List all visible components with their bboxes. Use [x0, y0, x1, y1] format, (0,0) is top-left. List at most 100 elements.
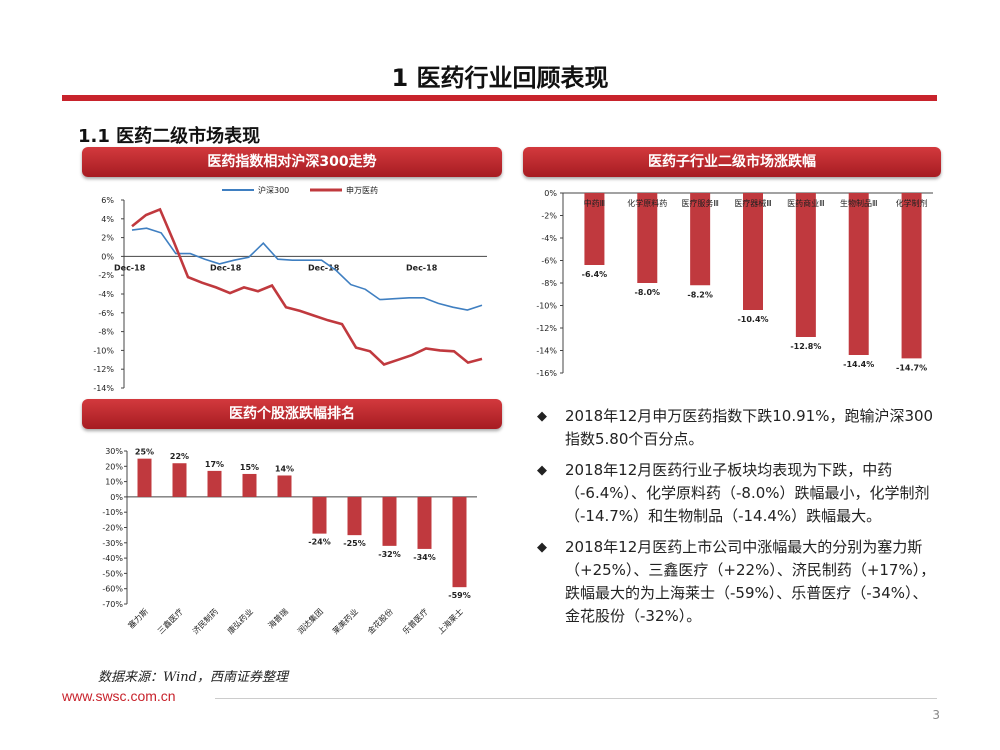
- footer-divider: [215, 698, 937, 699]
- bar-value-label: 14%: [275, 464, 294, 473]
- y-tick-label: 2%: [101, 234, 114, 243]
- bar: [417, 496, 432, 549]
- y-tick-label: -10%: [93, 346, 114, 355]
- index-line-chart-svg: 6% 4% 2% 0% -2% -4% -6% -8% -10% -12% -14% Dec-18 De…: [93, 185, 487, 393]
- bar-value-label: -34%: [413, 553, 435, 562]
- bar: [637, 193, 658, 283]
- y-tick-label: -8%: [541, 279, 557, 288]
- x-tick-label: 塞力斯: [126, 606, 150, 630]
- bullet-text: 2018年12月申万医药指数下跌10.91%，跑输沪深300指数5.80个百分点…: [565, 407, 934, 448]
- y-tick-label: 10%: [105, 478, 123, 487]
- x-tick-label: Dec-18: [308, 263, 340, 272]
- y-tick-label: -4%: [98, 290, 114, 299]
- bar: [207, 470, 222, 497]
- bar-value-label: -59%: [448, 591, 470, 600]
- bar-value-label: -32%: [378, 550, 400, 559]
- y-tick-label: -10%: [536, 302, 557, 311]
- x-tick-label: 生物制品Ⅲ: [840, 198, 878, 208]
- bar-value-label: 25%: [135, 448, 154, 457]
- bar-value-label: -8.0%: [635, 288, 661, 297]
- title-divider: [62, 95, 937, 101]
- bar-value-label: 17%: [205, 460, 224, 469]
- x-tick-label: 上海莱士: [435, 606, 465, 636]
- page-number: 3: [932, 708, 940, 722]
- bar: [743, 193, 763, 310]
- y-tick-label: -4%: [541, 234, 557, 243]
- y-tick-label: -8%: [98, 328, 114, 337]
- y-tick-label: 20%: [105, 462, 123, 471]
- bar-value-label: -14.4%: [843, 360, 874, 369]
- x-tick-label: 金花股份: [365, 606, 395, 636]
- y-tick-label: -60%: [102, 585, 123, 594]
- diamond-bullet-icon: ◆: [537, 540, 547, 555]
- bar: [312, 496, 327, 534]
- x-tick-label: 中药Ⅲ: [584, 198, 606, 208]
- x-tick-label: Dec-18: [114, 263, 146, 272]
- x-tick-label: 莱美药业: [330, 606, 360, 636]
- bar-value-label: -25%: [343, 539, 365, 548]
- x-tick-label: 乐普医疗: [400, 606, 430, 636]
- bar: [452, 496, 467, 588]
- bullet-text: 2018年12月医药行业子板块均表现为下跌，中药（-6.4%）、化学原料药（-8…: [565, 461, 930, 525]
- bar-value-label: -10.4%: [737, 315, 768, 324]
- legend-sw-label: 申万医药: [346, 185, 378, 195]
- y-tick-label: 6%: [101, 196, 114, 205]
- bar-value-label: 15%: [240, 463, 259, 472]
- index-chart-banner: 医药指数相对沪深300走势: [82, 147, 502, 177]
- index-line-chart: 6% 4% 2% 0% -2% -4% -6% -8% -10% -12% -14% Dec-18 De…: [82, 180, 502, 400]
- bar: [172, 463, 187, 497]
- x-tick-label: 三鑫医疗: [155, 606, 185, 636]
- bar: [137, 458, 152, 497]
- x-tick-label: 济民制药: [190, 606, 220, 636]
- subsector-chart-banner: 医药子行业二级市场涨跌幅: [523, 147, 941, 177]
- y-tick-label: -40%: [102, 554, 123, 563]
- legend-hs300-label: 沪深300: [258, 185, 289, 195]
- bar-value-label: 22%: [170, 452, 189, 461]
- y-tick-label: -6%: [98, 309, 114, 318]
- bar-value-label: -24%: [308, 538, 330, 547]
- y-tick-label: -14%: [93, 384, 114, 393]
- series-line-sw-pharma: [131, 207, 483, 366]
- diamond-bullet-icon: ◆: [537, 409, 547, 424]
- bar: [382, 496, 397, 546]
- stocks-chart-banner: 医药个股涨跌幅排名: [82, 399, 502, 429]
- y-tick-label: 0%: [544, 189, 557, 198]
- x-tick-label: 润达集团: [295, 606, 325, 636]
- y-tick-label: -20%: [102, 524, 123, 533]
- diamond-bullet-icon: ◆: [537, 463, 547, 478]
- x-tick-label: 医药商业Ⅲ: [787, 198, 825, 208]
- x-tick-label: 海普瑞: [266, 606, 290, 630]
- bar-value-label: -12.8%: [790, 342, 821, 351]
- y-tick-label: 4%: [101, 215, 114, 224]
- y-tick-label: -70%: [102, 600, 123, 609]
- page-title: 1 医药行业回顾表现: [391, 64, 609, 92]
- x-tick-label: 化学制剂: [896, 198, 928, 208]
- y-tick-label: -50%: [102, 569, 123, 578]
- x-tick-label: 化学原料药: [627, 198, 667, 208]
- website-link[interactable]: www.swsc.com.cn: [62, 688, 176, 704]
- bar: [347, 496, 362, 536]
- bullet-text: 2018年12月医药上市公司中涨幅最大的分别为塞力斯（+25%）、三鑫医疗（+2…: [565, 538, 936, 625]
- subsector-bar-chart: 0% -2% -4% -6% -8% -10% -12% -14% -16% -6.4% 中药Ⅲ -8…: [523, 180, 941, 385]
- y-tick-label: -16%: [536, 369, 557, 378]
- series-line-hs300: [131, 227, 483, 311]
- bar-value-label: -14.7%: [896, 363, 927, 372]
- y-tick-label: -14%: [536, 347, 557, 356]
- bar-value-label: -8.2%: [687, 290, 713, 299]
- bar: [901, 193, 922, 359]
- y-tick-label: -10%: [102, 508, 123, 517]
- y-tick-label: 30%: [105, 447, 123, 456]
- x-tick-label: 康弘药业: [225, 606, 255, 636]
- bullet-item: ◆ 2018年12月申万医药指数下跌10.91%，跑输沪深300指数5.80个百分…: [537, 405, 942, 451]
- bar: [848, 193, 869, 355]
- x-tick-label: 医疗服务Ⅲ: [681, 198, 719, 208]
- x-tick-label: Dec-18: [406, 263, 438, 272]
- section-subtitle: 1.1 医药二级市场表现: [78, 126, 261, 147]
- bar: [795, 193, 816, 337]
- stocks-bar-chart-svg: 30% 20% 10% 0% -10% -20% -30% -40% -50% -60% -70% 2…: [102, 447, 477, 636]
- x-tick-label: 医疗器械Ⅲ: [734, 198, 772, 208]
- y-tick-label: -6%: [541, 257, 557, 266]
- y-tick-label: -12%: [93, 365, 114, 374]
- y-tick-label: -30%: [102, 539, 123, 548]
- y-tick-label: -12%: [536, 324, 557, 333]
